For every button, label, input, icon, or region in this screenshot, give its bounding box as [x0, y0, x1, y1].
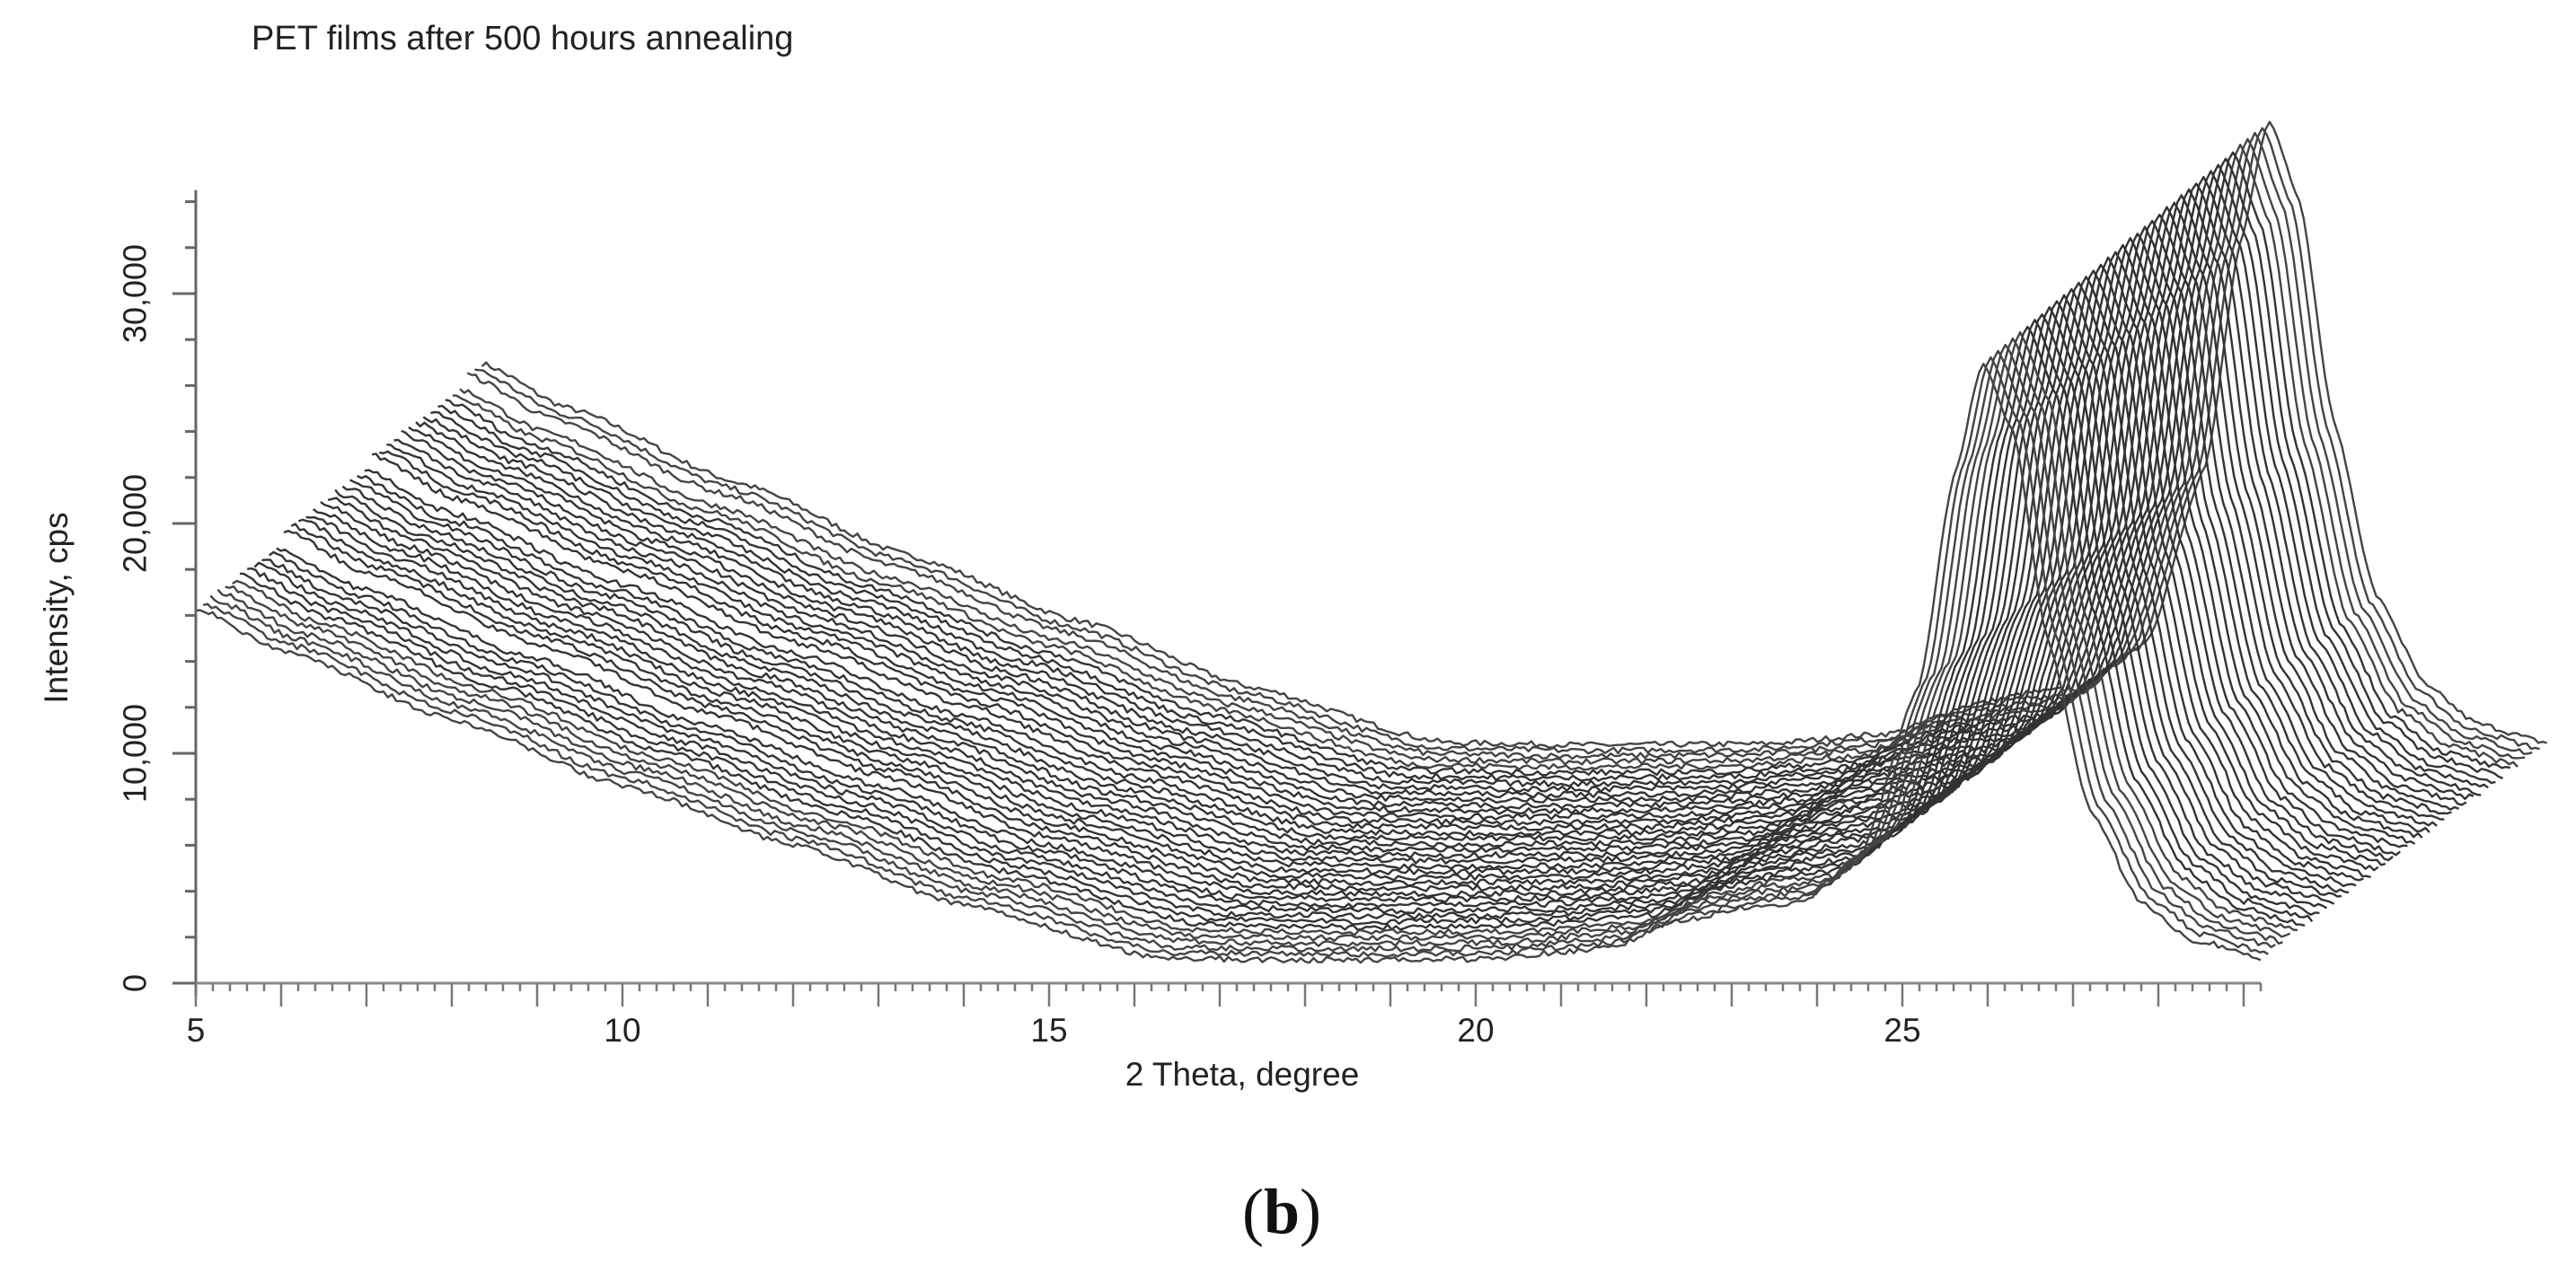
xrd-trace: [276, 294, 2342, 903]
xrd-trace: [393, 194, 2460, 815]
y-tick-label: 0: [117, 974, 154, 992]
xrd-trace: [357, 225, 2423, 842]
x-tick-label: 15: [1030, 1012, 1067, 1049]
xrd-trace: [283, 287, 2350, 898]
y-axis-label: Intensity, cps: [38, 512, 75, 704]
xrd-trace: [401, 188, 2467, 810]
xrd-trace: [305, 269, 2371, 882]
xrd-trace: [327, 251, 2394, 865]
caption-open: (: [1241, 1175, 1264, 1248]
xrd-trace: [452, 144, 2519, 771]
x-tick-label: 10: [604, 1012, 640, 1049]
x-tick-label: 20: [1457, 1012, 1494, 1049]
xrd-trace: [247, 319, 2314, 926]
y-tick-label: 30,000: [117, 244, 154, 343]
xrd-trace: [408, 182, 2475, 804]
panel-caption: (b): [1242, 1175, 1321, 1250]
xrd-trace: [216, 343, 2283, 948]
xrd-trace: [261, 305, 2328, 915]
xrd-trace: [239, 325, 2306, 931]
xrd-trace: [268, 300, 2335, 909]
chart-title: PET films after 500 hours annealing: [251, 20, 794, 57]
xrd-trace: [298, 276, 2364, 887]
x-axis-label: 2 Theta, degree: [1125, 1056, 1360, 1093]
xrd-trace: [349, 233, 2416, 848]
xrd-trace: [481, 120, 2547, 749]
xrd-trace: [253, 313, 2320, 920]
xrd-trace: [320, 256, 2386, 870]
xrd-trace: [437, 157, 2504, 782]
xrd-trace: [232, 330, 2298, 936]
xrd-trace: [459, 137, 2526, 766]
xrd-trace: [430, 163, 2496, 787]
xrd-trace: [334, 243, 2401, 859]
xrd-trace: [386, 201, 2452, 821]
xrd-trace: [202, 356, 2269, 958]
y-tick-label: 20,000: [117, 474, 154, 573]
trace-group: [195, 120, 2547, 964]
xrd-trace: [445, 151, 2511, 777]
xrd-trace: [364, 219, 2430, 837]
y-tick-label: 10,000: [117, 704, 154, 803]
xrd-trace: [341, 237, 2408, 853]
caption-close: ): [1300, 1175, 1322, 1248]
xrd-trace: [379, 206, 2445, 826]
xrd-trace: [466, 131, 2533, 760]
xrd-trace: [195, 363, 2262, 964]
axes: 0 10,000 20,000 30,000 5 10 15 20 25: [117, 189, 2263, 1049]
xrd-trace: [225, 337, 2291, 942]
xrd-trace: [290, 281, 2357, 892]
xrd-trace: [415, 175, 2482, 799]
caption-letter: b: [1263, 1175, 1301, 1248]
xrd-trace: [474, 127, 2540, 755]
xrd-trace: [209, 349, 2276, 953]
xrd-trace: [312, 263, 2379, 876]
xrd-trace: [371, 214, 2438, 831]
x-tick-label: 5: [187, 1012, 206, 1049]
xrd-trace: [422, 170, 2489, 793]
x-tick-label: 25: [1883, 1012, 1920, 1049]
